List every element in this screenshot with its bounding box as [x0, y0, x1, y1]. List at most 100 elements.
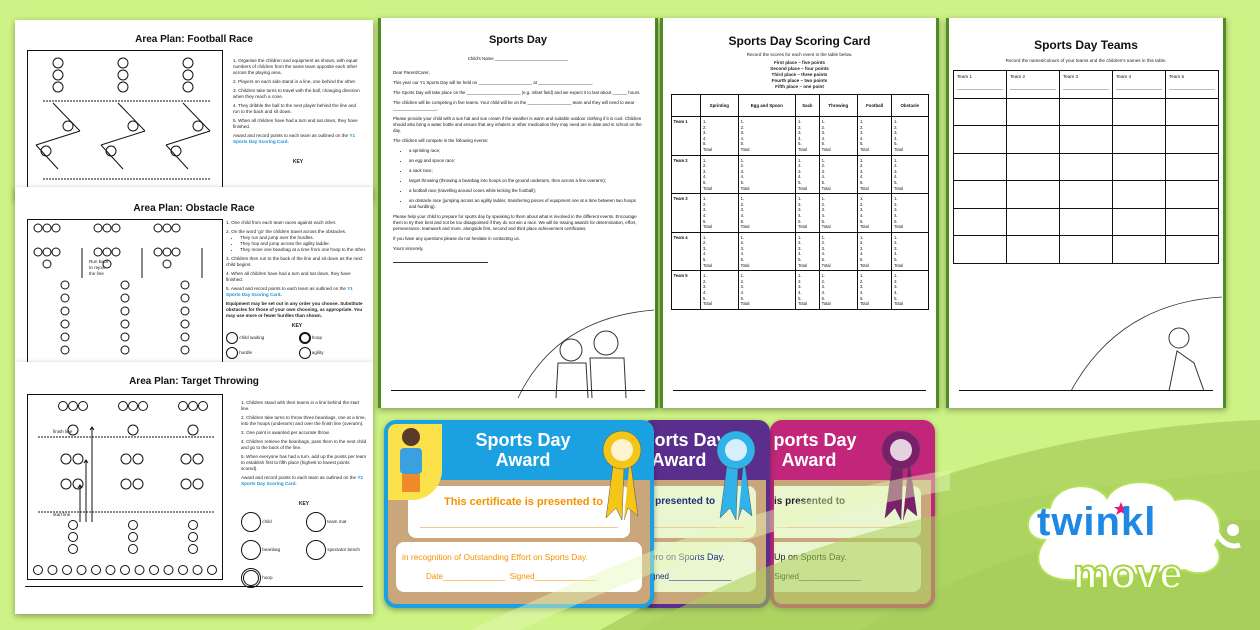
team-cell[interactable] — [1165, 97, 1219, 126]
spectator-icon — [178, 565, 188, 575]
score-cell[interactable]: 1. 2. 3. 4. 5. Total — [856, 116, 893, 156]
score-cell[interactable]: 1. 2. 3. 4. 5. Total — [700, 270, 739, 310]
score-cell[interactable]: 1. 2. 3. 4. 5. Total — [795, 154, 820, 195]
score-cell[interactable]: 1. 2. 3. 4. 5. Total — [891, 231, 929, 272]
logo-move: move — [1072, 549, 1184, 598]
score-cell[interactable]: 1. 2. 3. 4. 5. Total — [795, 193, 820, 233]
score-cell[interactable]: 1. 2. 3. 4. 5. Total — [856, 154, 893, 195]
score-cell[interactable]: 1. 2. 3. 4. 5. Total — [818, 193, 858, 233]
team-header-cell[interactable]: Team 4 — [1112, 70, 1166, 99]
team-cell[interactable] — [953, 97, 1007, 126]
obstacle-icon — [60, 332, 70, 342]
obstacle-icon — [180, 345, 190, 355]
score-cell[interactable]: 1. 2. 3. 4. 5. Total — [818, 154, 858, 195]
team-cell[interactable] — [1059, 125, 1113, 154]
child-icon — [162, 223, 172, 233]
score-cell[interactable]: 1. 2. 3. 4. 5. Total — [856, 270, 893, 310]
team-header-cell[interactable]: Team 1 — [953, 70, 1007, 99]
team-header-cell[interactable]: Team 3 — [1059, 70, 1113, 99]
score-line: 2. — [798, 278, 802, 284]
score-cell[interactable]: 1. 2. 3. 4. 5. Total — [795, 270, 820, 310]
score-cell[interactable]: 1. 2. 3. 4. 5. Total — [795, 116, 820, 156]
team-cell[interactable] — [1112, 207, 1166, 236]
score-cell[interactable]: 1. 2. 3. 4. 5. Total — [737, 116, 797, 156]
score-cell[interactable]: 1. 2. 3. 4. 5. Total — [818, 270, 858, 310]
team-cell[interactable] — [1006, 180, 1060, 209]
score-cell[interactable]: 1. 2. 3. 4. 5. Total — [700, 231, 739, 272]
scoring-card-link[interactable]: Y1 Sports Day Scoring Card. — [226, 286, 353, 297]
signed-field[interactable]: Signed______________ — [774, 572, 862, 581]
scoring-card-link[interactable]: Y1 Sports Day Scoring Card. — [233, 133, 355, 144]
team-header-cell[interactable]: Team 5 — [1165, 70, 1219, 99]
score-cell[interactable]: 1. 2. 3. 4. 5. Total — [737, 154, 797, 195]
team-cell[interactable] — [1006, 125, 1060, 154]
team-cell[interactable] — [1059, 152, 1113, 181]
score-line: 3. — [894, 130, 898, 136]
score-cell[interactable]: 1. 2. 3. 4. 5. Total — [700, 116, 739, 156]
score-cell[interactable]: 1. 2. 3. 4. 5. Total — [737, 193, 797, 233]
score-cell[interactable]: 1. 2. 3. 4. 5. Total — [700, 154, 739, 195]
score-cell[interactable]: 1. 2. 3. 4. 5. Total — [737, 231, 797, 272]
team-cell[interactable] — [1059, 97, 1113, 126]
score-cell[interactable]: 1. 2. 3. 4. 5. Total — [891, 270, 929, 310]
score-cell[interactable]: 1. 2. 3. 4. 5. Total — [737, 270, 797, 310]
letter-closing: Please help your child to prepare for sp… — [393, 214, 643, 252]
obstacle-icon — [120, 280, 130, 290]
team-cell[interactable] — [1165, 180, 1219, 209]
team-cell[interactable] — [1112, 97, 1166, 126]
team-cell[interactable] — [953, 235, 1007, 264]
team-cell[interactable] — [1112, 235, 1166, 264]
score-cell[interactable]: 1. 2. 3. 4. 5. Total — [891, 116, 929, 156]
certificate-1: Sports Day Award This certificate is pres… — [384, 420, 654, 608]
signed-field[interactable]: Signed______________ — [644, 572, 732, 581]
key-legend: child team mat beanbag spectator bench h… — [241, 512, 367, 588]
hoop-icon — [132, 478, 144, 490]
team-cell[interactable] — [1165, 207, 1219, 236]
score-cell[interactable]: 1. 2. 3. 4. 5. Total — [891, 154, 929, 195]
team-cell[interactable] — [1059, 235, 1113, 264]
team-cell[interactable] — [1165, 152, 1219, 181]
team-cell[interactable] — [1165, 125, 1219, 154]
team-cell[interactable] — [1059, 180, 1113, 209]
hoop-icon — [60, 478, 72, 490]
team-cell[interactable] — [1112, 152, 1166, 181]
signed-field[interactable]: Signed______________ — [509, 572, 597, 581]
child-icon — [58, 401, 68, 411]
scoring-card-link[interactable]: Y1 Sports Day Scoring Card. — [241, 475, 363, 486]
team-cell[interactable] — [1006, 97, 1060, 126]
hoop-icon — [72, 453, 84, 465]
key-item-hoop: hoop — [298, 332, 369, 344]
score-cell[interactable]: 1. 2. 3. 4. 5. Total — [818, 116, 858, 156]
team-cell[interactable] — [1059, 207, 1113, 236]
throw-arrow — [89, 426, 95, 522]
team-header-cell[interactable]: Team 2 — [1006, 70, 1060, 99]
score-line: 5. — [703, 218, 707, 224]
score-cell[interactable]: 1. 2. 3. 4. 5. Total — [818, 231, 858, 272]
team-cell[interactable] — [1006, 235, 1060, 264]
team-cell[interactable] — [953, 125, 1007, 154]
team-cell[interactable] — [953, 180, 1007, 209]
score-line: 2. — [894, 278, 898, 284]
team-cell[interactable] — [1112, 125, 1166, 154]
cone-icon — [40, 145, 52, 157]
score-line: 2. — [798, 240, 802, 246]
score-line: 1. — [740, 196, 745, 202]
score-cell[interactable]: 1. 2. 3. 4. 5. Total — [856, 193, 893, 233]
child-icon — [68, 401, 78, 411]
obstacle-icon — [60, 345, 70, 355]
team-cell[interactable] — [1165, 235, 1219, 264]
team-cell[interactable] — [953, 207, 1007, 236]
score-cell[interactable]: 1. 2. 3. 4. 5. Total — [795, 231, 820, 272]
team-cell[interactable] — [953, 152, 1007, 181]
score-cell[interactable]: 1. 2. 3. 4. 5. Total — [700, 193, 739, 233]
score-line: 5. — [798, 179, 802, 185]
date-field[interactable]: Date______________ — [426, 572, 506, 581]
column-header — [670, 94, 702, 117]
score-cell[interactable]: 1. 2. 3. 4. 5. Total — [856, 231, 893, 272]
team-cell[interactable] — [1006, 207, 1060, 236]
score-line: 5. — [740, 218, 745, 224]
finish-line-label: finish line — [53, 429, 73, 434]
score-cell[interactable]: 1. 2. 3. 4. 5. Total — [891, 193, 929, 233]
team-cell[interactable] — [1006, 152, 1060, 181]
team-cell[interactable] — [1112, 180, 1166, 209]
